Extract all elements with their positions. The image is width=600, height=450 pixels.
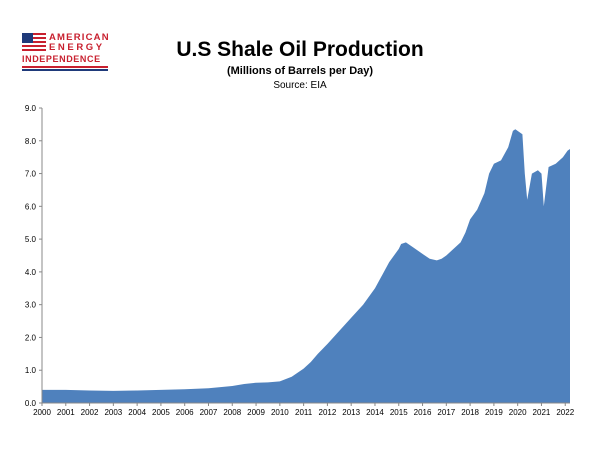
y-tick-label: 7.0: [25, 170, 37, 179]
flag-icon: [22, 33, 46, 51]
x-tick-label: 2006: [176, 408, 194, 417]
chart-title: U.S Shale Oil Production: [176, 38, 424, 61]
area-series-0: [42, 129, 570, 404]
y-tick-label: 3.0: [25, 301, 37, 310]
y-tick-label: 2.0: [25, 333, 37, 342]
y-tick-label: 0.0: [25, 399, 37, 408]
x-tick-label: 2004: [128, 408, 146, 417]
y-tick-label: 5.0: [25, 235, 37, 244]
x-tick-label: 2014: [366, 408, 384, 417]
y-tick-label: 6.0: [25, 202, 37, 211]
x-tick-label: 2016: [414, 408, 432, 417]
x-tick-label: 2001: [57, 408, 75, 417]
x-tick-label: 2010: [271, 408, 289, 417]
chart-source: Source: EIA: [273, 80, 327, 91]
x-tick-label: 2005: [152, 408, 170, 417]
x-tick-label: 2017: [437, 408, 455, 417]
x-tick-label: 2002: [81, 408, 99, 417]
logo-blue-bar: [22, 69, 108, 71]
x-tick-label: 2012: [319, 408, 337, 417]
x-tick-label: 2020: [509, 408, 527, 417]
axes: 0.0 1.0 2.0 3.0 4.0 5.0 6.0 7.0 8.0 9.0 2000 2001 20…: [25, 104, 575, 417]
x-tick-label: 2019: [485, 408, 503, 417]
plot-area: [42, 129, 570, 404]
x-tick-label: 2003: [104, 408, 122, 417]
y-tick-label: 4.0: [25, 268, 37, 277]
y-tick-label: 1.0: [25, 366, 37, 375]
logo-line-2: ENERGY: [49, 42, 105, 53]
chart-subtitle: (Millions of Barrels per Day): [226, 65, 374, 77]
x-tick-label: 2009: [247, 408, 265, 417]
x-tick-label: 2013: [342, 408, 360, 417]
x-tick-label: 2022: [556, 408, 574, 417]
logo-red-bar: [22, 66, 108, 68]
x-tick-label: 2007: [200, 408, 218, 417]
x-tick-label: 2000: [33, 408, 51, 417]
x-tick-label: 2021: [533, 408, 551, 417]
y-tick-label: 9.0: [25, 104, 37, 113]
y-tick-label: 8.0: [25, 137, 37, 146]
logo-line-3: INDEPENDENCE: [22, 54, 101, 64]
x-tick-label: 2018: [461, 408, 479, 417]
x-tick-label: 2008: [223, 408, 241, 417]
x-tick-label: 2015: [390, 408, 408, 417]
logo-line-1: AMERICAN: [49, 32, 110, 43]
x-tick-label: 2011: [295, 408, 313, 417]
